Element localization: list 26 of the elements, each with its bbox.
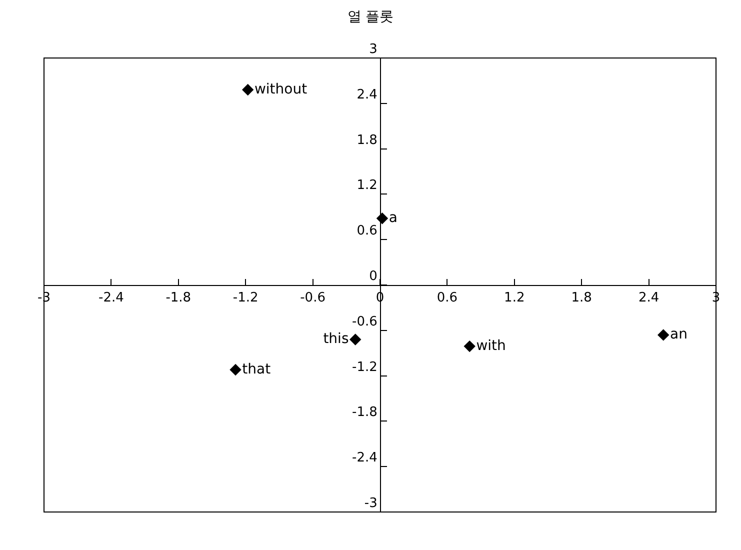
x-tick-label: -1.2 xyxy=(232,290,258,306)
y-tick-label: -3 xyxy=(364,496,378,511)
chart-title: 열 플롯 xyxy=(347,8,394,25)
y-tick-label: 1.8 xyxy=(356,132,378,148)
x-tick-label: 2.4 xyxy=(638,290,660,306)
y-tick-label: 0 xyxy=(369,268,378,284)
x-tick-label: 1.8 xyxy=(571,290,592,306)
y-tick-label: -2.4 xyxy=(352,450,378,466)
y-tick-label: -0.6 xyxy=(352,314,378,330)
y-tick-label: 2.4 xyxy=(356,87,378,102)
x-tick-label: -2.4 xyxy=(98,290,124,306)
y-tick-label: -1.8 xyxy=(352,405,378,420)
x-tick-label: -1.8 xyxy=(166,290,192,306)
data-label: this xyxy=(323,330,349,347)
data-label: a xyxy=(388,210,398,226)
y-tick-label: 0.6 xyxy=(356,224,378,239)
data-label: without xyxy=(254,81,308,98)
data-label: an xyxy=(670,326,688,342)
y-tick-label: 1.2 xyxy=(356,178,378,194)
y-tick-label: 3 xyxy=(369,42,378,57)
data-label: with xyxy=(476,338,506,354)
data-label: that xyxy=(242,361,272,378)
y-tick-label: -1.2 xyxy=(352,360,378,375)
x-tick-label: -0.6 xyxy=(300,290,326,306)
x-tick-label: 0.6 xyxy=(436,290,458,306)
x-tick-label: 1.2 xyxy=(504,290,525,306)
